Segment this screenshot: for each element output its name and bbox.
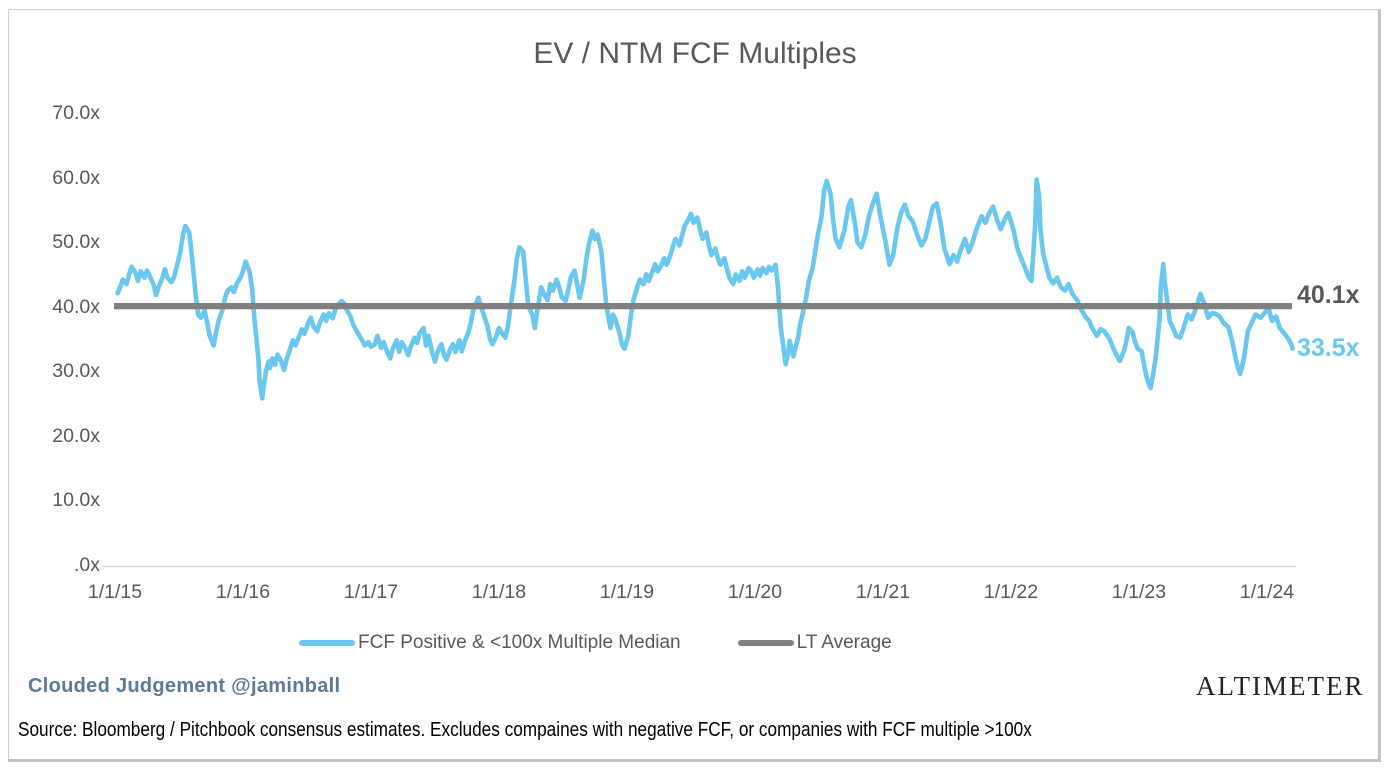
y-tick-label: 60.0x — [52, 166, 100, 189]
y-tick-label: 30.0x — [52, 360, 100, 383]
source-text: Source: Bloomberg / Pitchbook consensus … — [18, 719, 1032, 741]
y-tick-label: .0x — [73, 554, 100, 576]
y-tick-label: 70.0x — [52, 102, 100, 124]
x-tick-label: 1/1/22 — [983, 581, 1039, 603]
legend-item-average: LT Average — [737, 632, 892, 654]
legend-average-label: LT Average — [796, 632, 892, 653]
chart-title: EV / NTM FCF Multiples — [533, 37, 857, 70]
series-line-swatch — [299, 639, 355, 647]
credit-text: Clouded Judgement @jaminball — [28, 675, 341, 697]
y-tick-label: 40.0x — [52, 295, 100, 318]
brand-logo: ALTIMETER — [1196, 671, 1365, 701]
x-tick-label: 1/1/21 — [855, 581, 911, 603]
x-tick-label: 1/1/23 — [1111, 581, 1167, 603]
legend-item-series: FCF Positive & <100x Multiple Median — [299, 632, 681, 654]
fcf-median-line — [115, 177, 1295, 401]
x-tick-label: 1/1/20 — [727, 581, 783, 603]
legend-series-label: FCF Positive & <100x Multiple Median — [358, 632, 681, 653]
x-tick-label: 1/1/24 — [1239, 581, 1295, 603]
x-tick-label: 1/1/19 — [599, 581, 655, 603]
figure-border — [8, 9, 1381, 762]
y-tick-label: 10.0x — [52, 489, 100, 512]
lt-average-value-label: 40.1x — [1297, 281, 1360, 309]
x-tick-label: 1/1/15 — [87, 581, 143, 603]
average-line-swatch — [737, 639, 794, 647]
x-tick-label: 1/1/17 — [343, 581, 399, 603]
x-tick-label: 1/1/16 — [215, 581, 271, 603]
series-last-value-label: 33.5x — [1297, 334, 1360, 362]
x-tick-label: 1/1/18 — [471, 581, 527, 603]
legend: FCF Positive & <100x Multiple Median LT … — [299, 632, 892, 654]
y-tick-label: 20.0x — [52, 424, 100, 447]
y-tick-label: 50.0x — [52, 231, 100, 254]
